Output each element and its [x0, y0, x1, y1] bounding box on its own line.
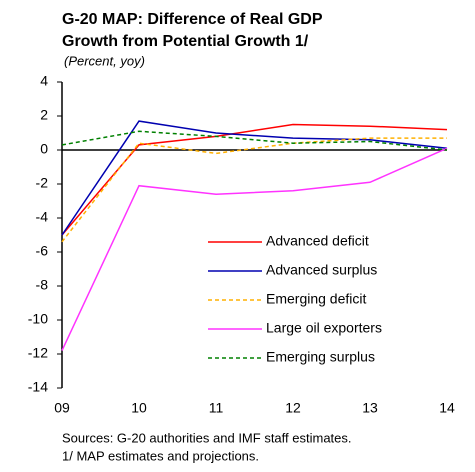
y-tick-label: 2: [40, 107, 48, 123]
y-tick-label: 4: [40, 73, 48, 89]
x-tick-label: 14: [439, 400, 455, 416]
y-tick-label: -10: [28, 311, 48, 327]
chart-subtitle: (Percent, yoy): [64, 53, 145, 68]
y-tick-label: -4: [36, 209, 49, 225]
y-tick-label: 0: [40, 141, 48, 157]
series-line: [61, 137, 447, 243]
source-note: 1/ MAP estimates and projections.: [62, 448, 259, 463]
legend-label: Advanced deficit: [266, 233, 369, 249]
legend-label: Advanced surplus: [266, 262, 377, 278]
chart-title: G-20 MAP: Difference of Real GDP: [62, 11, 323, 28]
y-tick-label: -8: [36, 277, 49, 293]
x-tick-label: 10: [131, 400, 147, 416]
chart-title: Growth from Potential Growth 1/: [62, 33, 309, 50]
legend-label: Emerging deficit: [266, 291, 366, 307]
x-tick-label: 11: [209, 400, 224, 416]
x-tick-label: 12: [285, 400, 301, 416]
source-note: Sources: G-20 authorities and IMF staff …: [62, 430, 352, 445]
y-tick-label: -2: [36, 175, 49, 191]
y-tick-label: -6: [36, 243, 49, 259]
series-line: [61, 147, 448, 351]
x-tick-label: 09: [54, 400, 70, 416]
x-tick-label: 13: [362, 400, 378, 416]
legend-label: Large oil exporters: [266, 320, 382, 336]
y-tick-label: -14: [28, 379, 48, 395]
series-line: [61, 120, 448, 236]
series-line: [61, 123, 448, 236]
series-line: [61, 130, 448, 151]
y-tick-label: -12: [28, 345, 48, 361]
legend-label: Emerging surplus: [266, 349, 375, 365]
